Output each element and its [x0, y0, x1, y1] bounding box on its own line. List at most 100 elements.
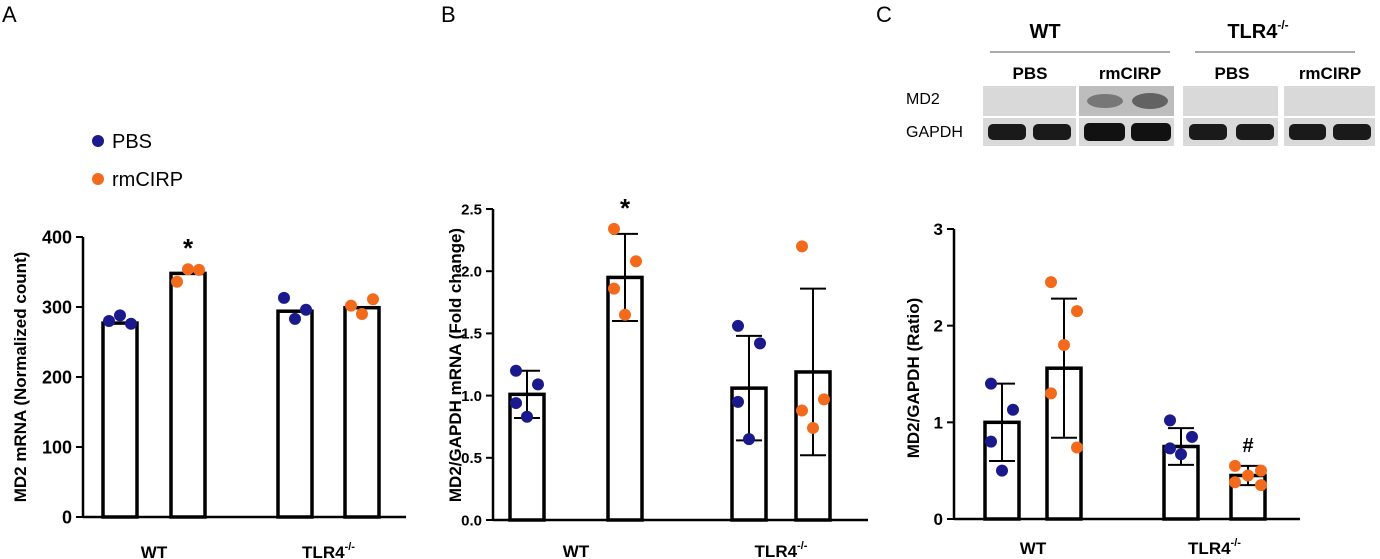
data-point-pbs	[278, 291, 290, 304]
y-tick-label: 2.0	[461, 263, 482, 280]
y-tick-label: 1.0	[461, 388, 482, 405]
data-point-rmcirp	[630, 255, 642, 268]
legend-marker-pbs	[92, 135, 104, 147]
x-group-label: WT	[141, 543, 168, 559]
blot-band	[988, 124, 1026, 140]
bar-pbs-tlr4	[276, 309, 314, 519]
data-point-pbs	[103, 315, 115, 327]
blot-band	[1189, 124, 1227, 140]
blot-band	[1131, 123, 1171, 141]
data-point-pbs	[985, 435, 997, 448]
y-axis-label: MD2/GAPDH mRNA (Fold change)	[446, 228, 465, 502]
data-point-pbs	[510, 364, 522, 377]
data-point-rmcirp	[1255, 464, 1267, 477]
data-point-rmcirp	[818, 393, 830, 406]
data-point-pbs	[510, 397, 522, 410]
blot-md2-tlr4-rmcirp	[1284, 86, 1375, 116]
significance-marker: #	[1242, 435, 1253, 457]
data-point-rmcirp	[1255, 479, 1267, 492]
blot-lane-label: rmCIRP	[1099, 64, 1161, 83]
y-tick-label: 3	[934, 220, 943, 239]
x-group-label: TLR4-/-	[302, 541, 355, 559]
data-point-rmcirp	[1229, 476, 1241, 489]
y-tick-label: 300	[42, 297, 72, 317]
y-tick-label: 2.5	[461, 201, 482, 218]
data-point-pbs	[1007, 403, 1019, 416]
y-tick-label: 100	[42, 437, 72, 457]
data-point-pbs	[1164, 414, 1176, 427]
data-point-rmcirp	[345, 299, 357, 312]
blot-lane-label: PBS	[1215, 64, 1250, 83]
data-point-rmcirp	[367, 293, 379, 306]
data-point-rmcirp	[796, 404, 808, 417]
data-point-rmcirp	[193, 263, 205, 276]
y-axis-label: MD2/GAPDH (Ratio)	[904, 298, 923, 459]
blot-band	[1084, 123, 1125, 141]
data-point-pbs	[732, 395, 744, 408]
data-point-rmcirp	[356, 308, 368, 320]
chart-panel-b: 0.0 0.5 1.0 1.5 2.0 2.5 MD2/GAPDH mRNA (Fold c…	[446, 193, 868, 559]
blot-md2-tlr4-pbs	[1183, 86, 1278, 116]
y-tick-label: 400	[42, 227, 72, 247]
blot-lane-label: PBS	[1013, 64, 1048, 83]
data-point-pbs	[996, 464, 1008, 477]
data-point-rmcirp	[796, 240, 808, 253]
blot-band	[1132, 93, 1168, 109]
data-point-rmcirp	[1045, 387, 1057, 400]
data-point-pbs	[114, 309, 126, 322]
y-tick-label: 2	[934, 317, 943, 336]
blot-band	[1333, 124, 1371, 140]
y-tick-label: 200	[42, 367, 72, 387]
legend-marker-rmcirp	[92, 173, 104, 185]
blot-band	[1236, 124, 1274, 140]
panel-letter-a: A	[2, 2, 17, 27]
x-group-label: WT	[1020, 539, 1047, 558]
blot-lane-label: rmCIRP	[1299, 64, 1361, 83]
data-point-pbs	[1164, 442, 1176, 455]
data-point-pbs	[289, 312, 301, 325]
x-group-label: TLR4-/-	[1188, 537, 1241, 558]
data-point-rmcirp	[1058, 339, 1070, 351]
data-point-rmcirp	[1071, 305, 1083, 318]
legend-label-pbs: PBS	[112, 131, 152, 153]
significance-marker: *	[183, 233, 194, 263]
data-point-pbs	[532, 378, 544, 391]
data-point-pbs	[754, 337, 766, 350]
significance-marker: *	[620, 193, 631, 223]
western-blot: WT TLR4-/- PBS rmCIRP PBS rmCIRP MD2 GAP…	[906, 18, 1375, 146]
blot-row-label-gapdh: GAPDH	[906, 124, 963, 141]
data-point-rmcirp	[807, 421, 819, 434]
legend-label-rmcirp: rmCIRP	[112, 169, 183, 191]
x-group-label: WT	[563, 542, 590, 559]
blot-band	[1087, 94, 1123, 108]
data-point-rmcirp	[1229, 459, 1241, 472]
data-point-rmcirp	[608, 282, 620, 295]
blot-group-tlr4: TLR4-/-	[1227, 18, 1288, 43]
data-point-rmcirp	[1071, 441, 1083, 454]
y-tick-label: 0.0	[461, 512, 482, 529]
blot-row-label-md2: MD2	[906, 91, 940, 108]
y-tick-label: 0	[934, 510, 943, 529]
chart-panel-c: 0 1 2 3 MD2/GAPDH (Ratio) WT TLR4-/- #	[904, 220, 1300, 558]
panel-letter-c: C	[876, 2, 892, 27]
data-point-rmcirp	[608, 222, 620, 235]
panel-letter-b: B	[441, 2, 456, 27]
data-point-rmcirp	[1045, 276, 1057, 289]
chart-panel-a: 0 100 200 300 400 MD2 mRNA (Normalized count)…	[11, 227, 406, 559]
data-point-pbs	[1175, 448, 1187, 461]
blot-md2-wt-pbs	[983, 86, 1076, 116]
blot-band	[1289, 124, 1326, 140]
data-point-rmcirp	[171, 275, 183, 288]
blot-group-wt: WT	[1029, 21, 1060, 43]
data-point-pbs	[125, 317, 137, 330]
y-axis-label: MD2 mRNA (Normalized count)	[11, 252, 30, 503]
bar-pbs-wt	[101, 321, 139, 519]
data-point-pbs	[521, 410, 533, 423]
legend: PBS rmCIRP	[92, 131, 183, 191]
data-point-pbs	[985, 377, 997, 390]
blot-band	[1033, 124, 1071, 140]
y-tick-label: 1	[934, 413, 943, 432]
data-point-pbs	[1186, 430, 1198, 443]
data-point-pbs	[732, 319, 744, 332]
y-tick-label: 0.5	[461, 450, 482, 467]
